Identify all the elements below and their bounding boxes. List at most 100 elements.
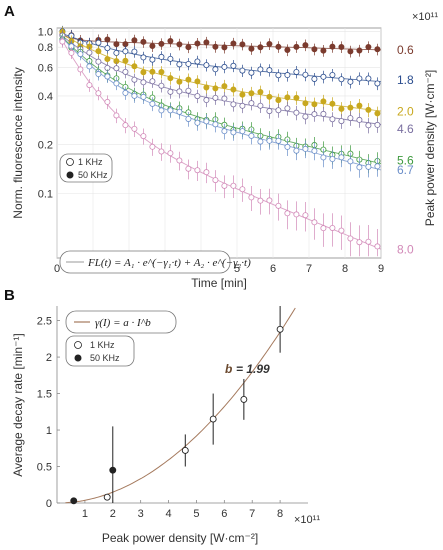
panel-a-x-tick-label: 5 — [234, 263, 240, 275]
series-4.6-point — [365, 122, 372, 129]
series-0.6-point — [140, 38, 147, 45]
panel-b-x-tick-label: 4 — [165, 508, 171, 520]
series-2.0-point — [338, 105, 345, 112]
series-4.6-point — [374, 121, 381, 128]
series-0.6-point — [257, 44, 264, 51]
panel-b-y-tick-label: 2.5 — [37, 316, 52, 328]
series-1.8-point — [302, 71, 309, 78]
series-8.0-point — [338, 227, 345, 234]
series-6.7-point — [131, 92, 138, 99]
panel-a-x-tick-label: 9 — [378, 263, 384, 275]
series-8.0-point — [104, 98, 111, 105]
series-4.6-point — [338, 118, 345, 125]
series-6.7-point — [176, 108, 183, 115]
series-8.0-point — [239, 186, 246, 193]
series-2.0-point — [203, 84, 210, 91]
series-8.0-point — [122, 122, 129, 129]
panel-b-b-value: = 1.99 — [236, 362, 270, 376]
series-4.6-point — [158, 82, 165, 89]
series-0.6-point — [185, 44, 192, 51]
series-1.8-point — [248, 69, 255, 76]
series-8.0-point — [293, 211, 300, 218]
series-2.0-point — [95, 48, 102, 55]
panel-b-y-tick-label: 0.5 — [37, 462, 52, 474]
series-4.6-point — [293, 109, 300, 116]
panel-a-y-tick-label: 0.2 — [38, 140, 53, 152]
series-6.7-point — [149, 100, 156, 107]
series-6.7-label: 6.7 — [397, 163, 414, 177]
series-8.0-point — [176, 157, 183, 164]
series-4.6-point — [176, 88, 183, 95]
series-8.0-point — [140, 133, 147, 140]
series-2.0-point — [356, 102, 363, 109]
series-6.7-point — [293, 147, 300, 154]
series-4.6-point — [356, 116, 363, 123]
panel-b-fit-curve — [65, 307, 296, 504]
series-1.8-point — [230, 62, 237, 69]
series-6.7-point — [338, 154, 345, 161]
series-1.8-point — [266, 67, 273, 74]
panel-b-fit-equation: γ(I) = a · I^b — [95, 317, 151, 329]
series-0.6-point — [320, 47, 327, 54]
series-2.0-point — [275, 97, 282, 104]
series-1.8-point — [311, 75, 318, 82]
series-0.6-point — [131, 37, 138, 44]
series-8.0-point — [347, 235, 354, 242]
panel-b-x-tick-label: 3 — [138, 508, 144, 520]
series-6.7-point — [230, 129, 237, 136]
series-8.0-point — [149, 143, 156, 150]
series-1.8-point — [122, 48, 129, 55]
panel-a-y-tick-label: 0.6 — [38, 62, 53, 74]
series-4.6-point — [149, 78, 156, 85]
panel-b-x-tick-label: 7 — [249, 508, 255, 520]
series-2.0-point — [248, 90, 255, 97]
series-1.8-point — [338, 76, 345, 83]
series-8.0-point — [257, 197, 264, 204]
panel-b-point — [181, 447, 189, 454]
series-8.0-label: 8.0 — [397, 243, 414, 257]
series-6.7-point — [212, 121, 219, 128]
panel-b-marker-legend — [65, 335, 135, 367]
series-4.6-point — [302, 113, 309, 120]
series-4.6-point — [239, 102, 246, 109]
panel-b-y-axis-label: Average decay rate [min⁻¹] — [11, 333, 25, 477]
series-0.6-point — [365, 43, 372, 50]
series-1.8-point — [140, 54, 147, 61]
series-1.8-point — [158, 53, 165, 60]
series-1.8-fit-line — [60, 32, 382, 83]
series-6.7-point — [275, 137, 282, 144]
series-2.0-point — [266, 93, 273, 100]
series-4.6-point — [230, 101, 237, 108]
series-4.6-point — [248, 100, 255, 107]
series-8.0-point — [365, 238, 372, 245]
series-6.7-point — [374, 163, 381, 170]
panel-a-x-tick-label: 0 — [54, 263, 60, 275]
legend-b-1khz-label: 1 KHz — [90, 340, 115, 350]
series-0.6-point — [338, 43, 345, 50]
series-2.0-point — [140, 69, 147, 76]
series-4.6-point — [347, 115, 354, 122]
series-1.8-point — [95, 39, 102, 46]
series-2.0-point — [104, 56, 111, 63]
series-6.7-point — [347, 158, 354, 165]
panel-b-x-exponent: ×10¹¹ — [294, 514, 320, 526]
panel-b-b-prefix: b — [225, 362, 232, 376]
series-1.8-point — [356, 75, 363, 82]
series-8.0-point — [185, 165, 192, 172]
series-4.6-point — [86, 49, 93, 56]
series-8.0-point — [113, 112, 120, 119]
series-4.6-point — [311, 111, 318, 118]
panel-a-x-tick-label: 8 — [342, 263, 348, 275]
panel-b-x-axis-label: Peak power density [W·cm⁻²] — [102, 531, 258, 545]
series-0.6-point — [176, 41, 183, 48]
series-0.6-point — [374, 46, 381, 53]
series-0.6-point — [194, 40, 201, 47]
series-6.7-point — [320, 154, 327, 161]
series-6.7-point — [248, 132, 255, 139]
panel-b-point — [209, 415, 217, 423]
series-2.0-point — [131, 63, 138, 70]
panel-b-x-tick-label: 2 — [110, 508, 116, 520]
series-2.0-point — [302, 100, 309, 107]
series-2.0-point — [158, 69, 165, 76]
